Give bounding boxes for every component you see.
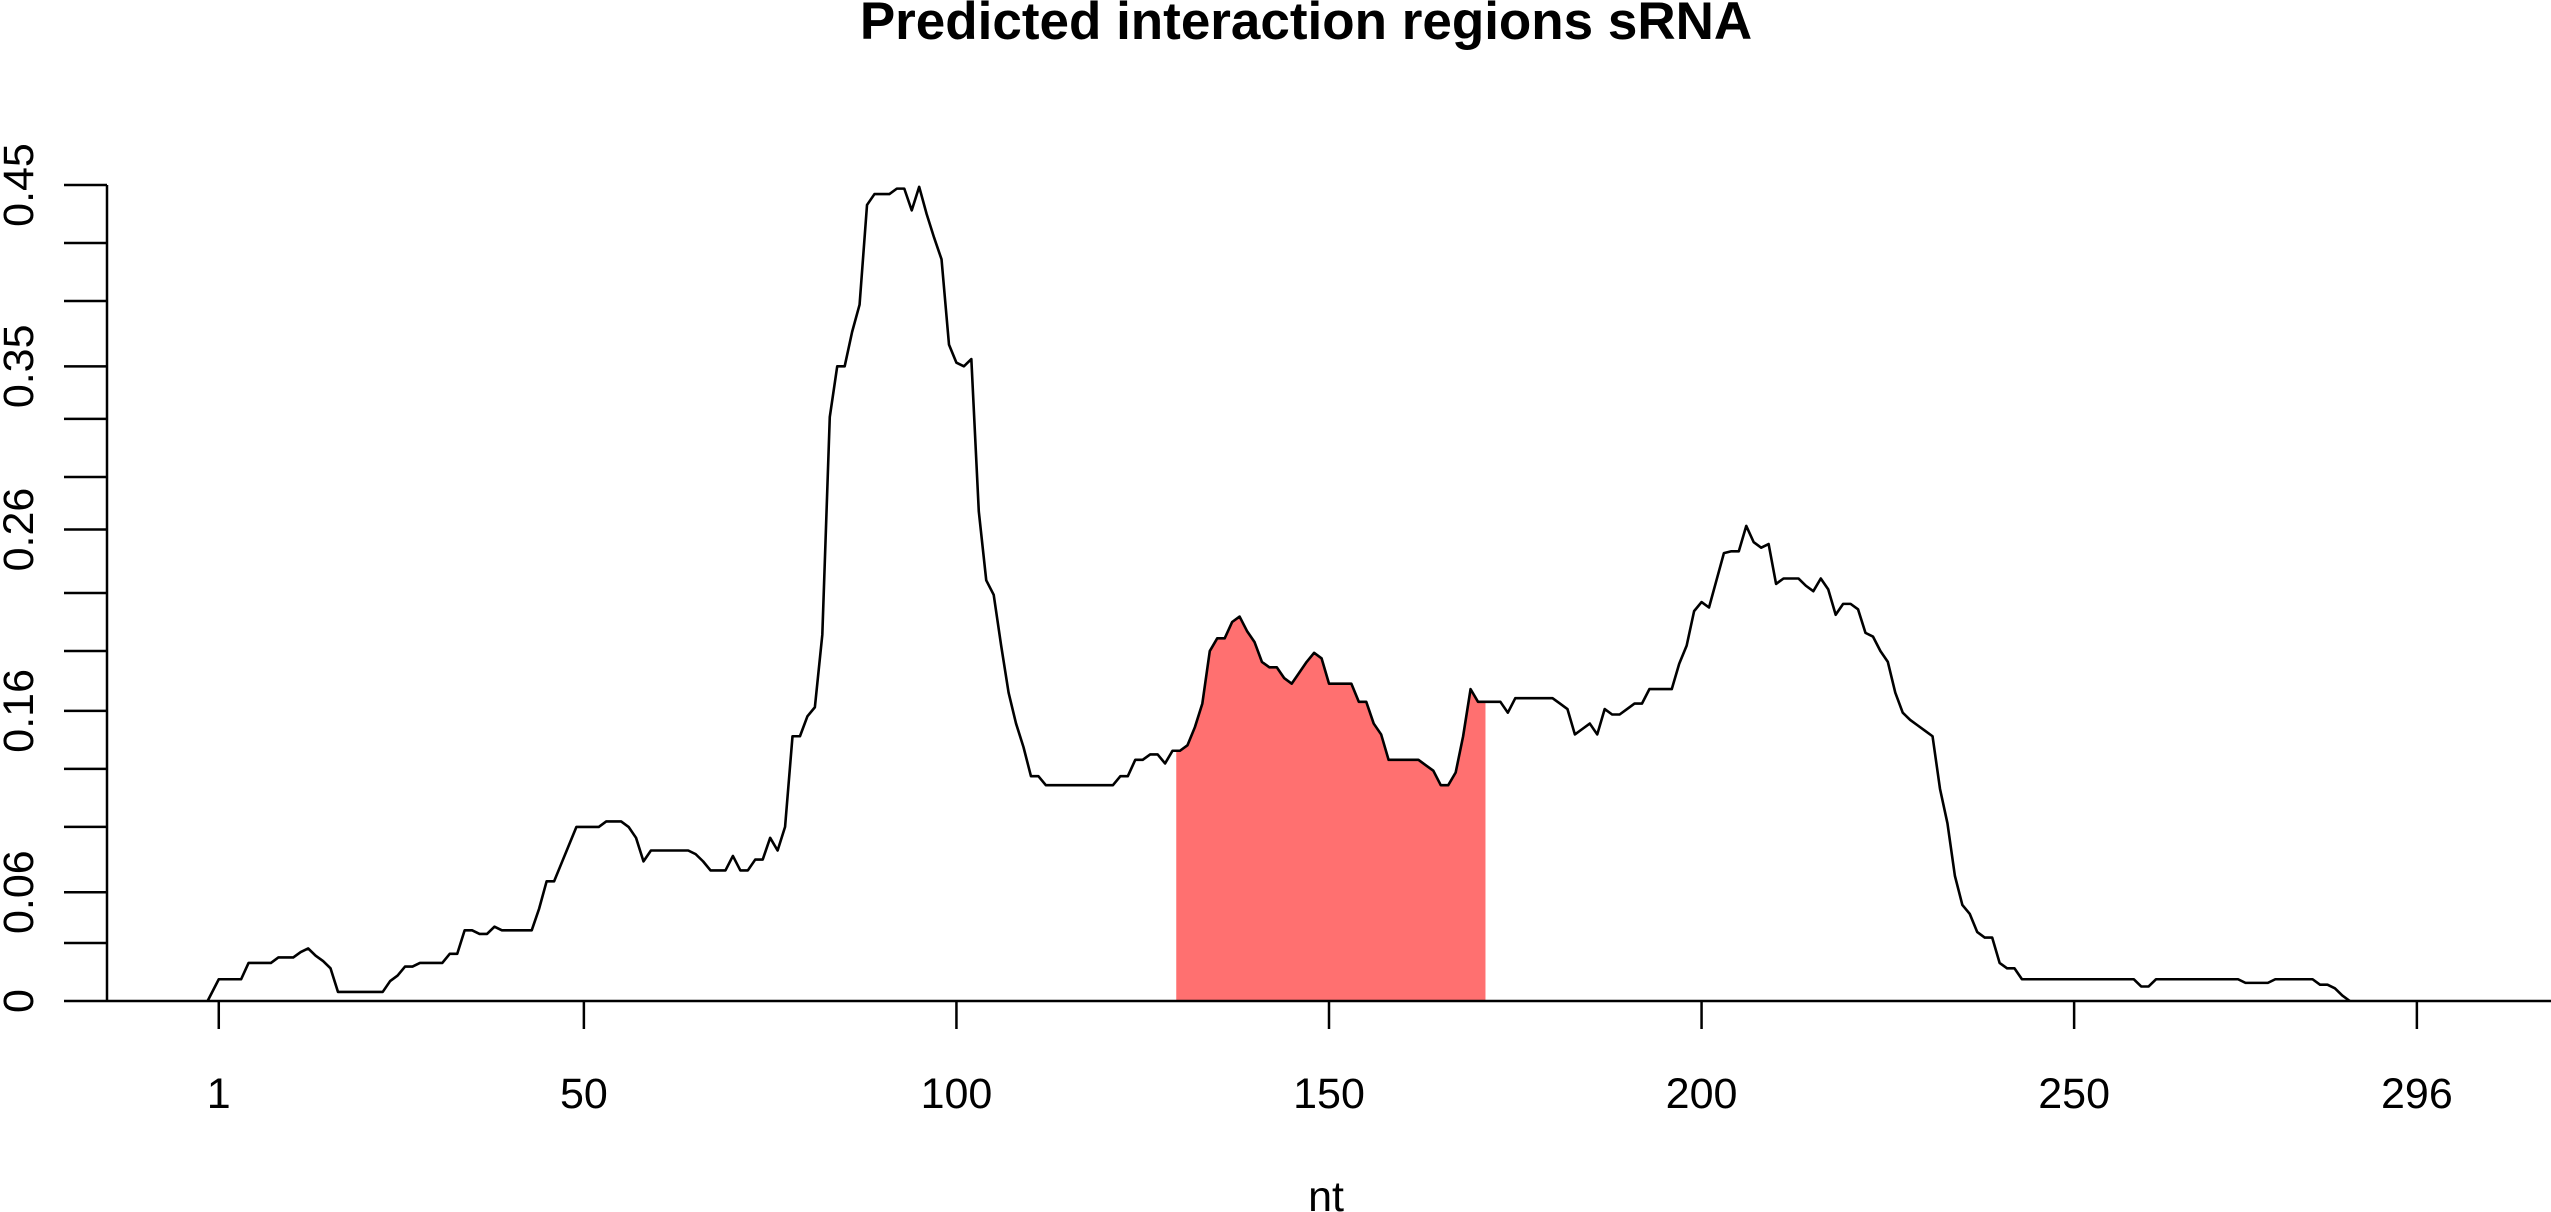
y-tick-label: 0.26 <box>0 488 43 572</box>
y-ticks: 0 0.06 0.16 0.26 0.35 0.45 <box>0 143 107 1013</box>
x-tick-label: 250 <box>2038 1070 2110 1118</box>
y-tick-label: 0.06 <box>0 850 43 934</box>
x-tick-label: 200 <box>1666 1070 1738 1118</box>
y-tick-label: 0 <box>0 989 43 1013</box>
chart-title: Predicted interaction regions sRNA <box>860 0 1752 51</box>
x-tick-label: 1 <box>207 1070 231 1118</box>
x-tick-label: 100 <box>921 1070 993 1118</box>
y-tick-label: 0.16 <box>0 669 43 753</box>
series-line <box>206 185 2351 1003</box>
plot-area <box>206 185 2351 1003</box>
x-tick-label: 50 <box>560 1070 608 1118</box>
x-tick-label: 296 <box>2381 1070 2453 1118</box>
x-ticks: 1 50 100 150 200 250 296 <box>207 1001 2453 1118</box>
x-axis-label: nt <box>1308 1173 1344 1212</box>
y-tick-label: 0.45 <box>0 143 43 227</box>
highlight-region <box>1176 616 1486 1001</box>
x-tick-label: 150 <box>1293 1070 1365 1118</box>
y-tick-label: 0.35 <box>0 324 43 408</box>
